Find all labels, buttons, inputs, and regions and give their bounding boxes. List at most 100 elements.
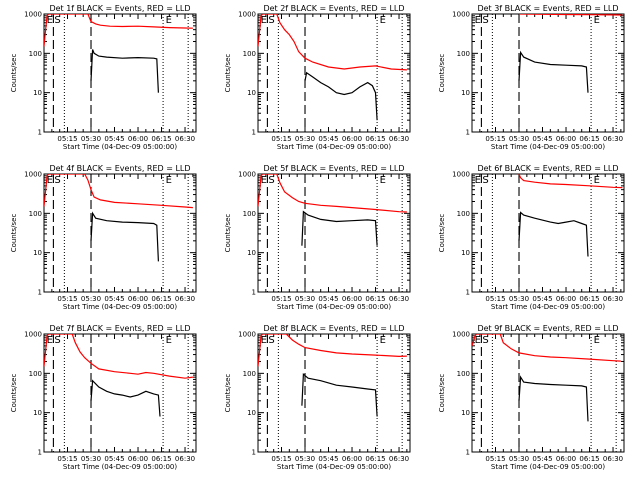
x-tick-label: 06:00 xyxy=(556,135,576,143)
x-tick-label: 06:00 xyxy=(342,135,362,143)
x-tick-label: 06:15 xyxy=(151,455,171,463)
y-tick-label: 1000 xyxy=(24,171,42,179)
x-axis-label: Start Time (04-Dec-09 05:00:00) xyxy=(277,143,391,151)
time-marker-label: E xyxy=(594,15,600,26)
y-tick-label: 10 xyxy=(461,409,470,417)
x-tick-label: 05:45 xyxy=(532,455,552,463)
y-tick-label: 1 xyxy=(466,449,470,457)
x-tick-label: 05:45 xyxy=(104,135,124,143)
time-marker-label: S xyxy=(482,175,488,186)
series-line xyxy=(301,210,378,246)
x-axis-label: Start Time (04-Dec-09 05:00:00) xyxy=(63,463,177,471)
x-tick-label: 05:45 xyxy=(318,455,338,463)
y-tick-label: 1000 xyxy=(452,331,470,339)
x-tick-label: 06:00 xyxy=(342,295,362,303)
y-tick-label: 1000 xyxy=(238,331,256,339)
plot-frame xyxy=(257,333,411,453)
x-tick-label: 06:30 xyxy=(603,295,623,303)
panel-title: Det 7f BLACK = Events, RED = LLD xyxy=(49,324,190,333)
series-line xyxy=(90,49,159,93)
y-tick-label: 1 xyxy=(38,129,42,137)
y-tick-label: 10 xyxy=(33,249,42,257)
series-line xyxy=(301,372,378,417)
x-tick-label: 06:15 xyxy=(579,455,599,463)
series-line xyxy=(518,14,623,16)
y-tick-label: 1 xyxy=(38,449,42,457)
x-tick-label: 06:30 xyxy=(175,135,195,143)
y-tick-label: 10 xyxy=(247,249,256,257)
x-tick-label: 06:30 xyxy=(603,455,623,463)
detector-panel: Det 3f BLACK = Events, RED = LLD 1 10 100 10… xyxy=(438,4,625,151)
y-tick-label: 100 xyxy=(457,370,470,378)
detector-panel: Det 1f BLACK = Events, RED = LLD 1 10 100 10… xyxy=(10,4,197,151)
panel-title: Det 8f BLACK = Events, RED = LLD xyxy=(263,324,404,333)
series-line xyxy=(90,211,159,262)
y-tick-label: 10 xyxy=(33,409,42,417)
x-tick-label: 05:30 xyxy=(295,135,315,143)
x-tick-label: 06:30 xyxy=(603,135,623,143)
y-axis-label: Counts/sec xyxy=(224,54,232,93)
detector-panel: Det 8f BLACK = Events, RED = LLD 1 10 100 10… xyxy=(224,324,411,471)
y-tick-label: 1000 xyxy=(24,11,42,19)
detector-panel: Det 2f BLACK = Events, RED = LLD 1 10 100 10… xyxy=(224,4,411,151)
series-line xyxy=(518,375,589,422)
y-tick-label: 10 xyxy=(33,89,42,97)
y-tick-label: 1 xyxy=(466,129,470,137)
panel-title: Det 1f BLACK = Events, RED = LLD xyxy=(49,4,190,13)
y-axis-label: Counts/sec xyxy=(224,374,232,413)
detector-panel: Det 9f BLACK = Events, RED = LLD 1 10 100 10… xyxy=(438,324,625,471)
time-marker-label: S xyxy=(268,15,274,26)
time-marker-label: S xyxy=(54,15,60,26)
x-tick-label: 05:30 xyxy=(509,455,529,463)
plot-frame xyxy=(471,13,625,133)
series-line xyxy=(258,14,407,71)
y-axis-label: Counts/sec xyxy=(10,54,18,93)
plot-frame xyxy=(257,13,411,133)
y-tick-label: 100 xyxy=(29,210,42,218)
time-marker-label: E xyxy=(261,15,267,26)
time-marker-label: E xyxy=(261,335,267,346)
time-marker-label: E xyxy=(47,335,53,346)
x-tick-label: 05:30 xyxy=(81,135,101,143)
y-axis-label: Counts/sec xyxy=(438,214,446,253)
time-marker-label: E xyxy=(166,335,172,346)
y-axis-label: Counts/sec xyxy=(438,374,446,413)
y-tick-label: 1 xyxy=(252,449,256,457)
x-tick-label: 06:15 xyxy=(579,135,599,143)
x-tick-label: 05:45 xyxy=(104,295,124,303)
plot-frame xyxy=(471,173,625,293)
panel-title: Det 2f BLACK = Events, RED = LLD xyxy=(263,4,404,13)
x-axis-label: Start Time (04-Dec-09 05:00:00) xyxy=(63,143,177,151)
x-tick-label: 06:30 xyxy=(175,455,195,463)
time-marker-label: S xyxy=(482,335,488,346)
x-tick-label: 05:30 xyxy=(81,295,101,303)
series-line xyxy=(518,174,623,189)
series-line xyxy=(518,211,589,257)
y-axis-label: Counts/sec xyxy=(10,214,18,253)
series-line xyxy=(44,14,193,47)
time-marker-label: E xyxy=(594,175,600,186)
plot-frame xyxy=(43,333,197,453)
panel-title: Det 3f BLACK = Events, RED = LLD xyxy=(477,4,618,13)
x-tick-label: 05:30 xyxy=(295,295,315,303)
y-tick-label: 1000 xyxy=(238,171,256,179)
time-marker-label: E xyxy=(261,175,267,186)
plot-frame xyxy=(471,333,625,453)
series-line xyxy=(90,379,161,417)
y-axis-label: Counts/sec xyxy=(10,374,18,413)
x-tick-label: 06:30 xyxy=(389,295,409,303)
x-tick-label: 06:30 xyxy=(389,135,409,143)
detector-panel: Det 5f BLACK = Events, RED = LLD 1 10 100 10… xyxy=(224,164,411,311)
y-tick-label: 1 xyxy=(466,289,470,297)
plot-frame xyxy=(43,173,197,293)
time-marker-label: S xyxy=(268,175,274,186)
x-tick-label: 05:30 xyxy=(295,455,315,463)
x-axis-label: Start Time (04-Dec-09 05:00:00) xyxy=(491,143,605,151)
time-marker-label: E xyxy=(166,15,172,26)
x-tick-label: 05:15 xyxy=(57,295,77,303)
x-tick-label: 05:15 xyxy=(271,135,291,143)
x-tick-label: 05:45 xyxy=(318,295,338,303)
x-axis-label: Start Time (04-Dec-09 05:00:00) xyxy=(277,303,391,311)
y-tick-label: 10 xyxy=(461,89,470,97)
